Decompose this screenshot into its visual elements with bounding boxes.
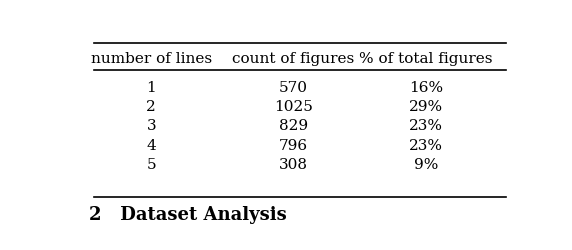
Text: count of figures: count of figures [232,52,354,66]
Text: 29%: 29% [409,100,443,114]
Text: 829: 829 [279,119,308,133]
Text: 1025: 1025 [274,100,312,114]
Text: 796: 796 [279,138,308,152]
Text: % of total figures: % of total figures [359,52,493,66]
Text: 23%: 23% [409,119,443,133]
Text: 16%: 16% [409,81,443,95]
Text: 5: 5 [146,158,156,172]
Text: number of lines: number of lines [91,52,212,66]
Text: 4: 4 [146,138,156,152]
Text: 2   Dataset Analysis: 2 Dataset Analysis [89,206,287,224]
Text: 308: 308 [279,158,308,172]
Text: 2: 2 [146,100,156,114]
Text: 570: 570 [279,81,308,95]
Text: 3: 3 [146,119,156,133]
Text: 1: 1 [146,81,156,95]
Text: 9%: 9% [414,158,438,172]
Text: 23%: 23% [409,138,443,152]
